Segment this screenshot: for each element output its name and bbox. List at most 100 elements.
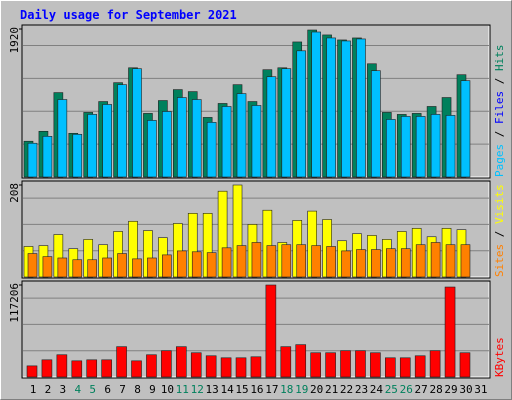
bar bbox=[132, 258, 142, 278]
x-tick-label: 6 bbox=[104, 383, 111, 396]
bar bbox=[250, 356, 262, 378]
bar bbox=[326, 37, 336, 178]
bar bbox=[235, 357, 247, 378]
bar bbox=[132, 68, 142, 178]
bar bbox=[311, 245, 321, 278]
x-tick-label: 20 bbox=[310, 383, 323, 396]
x-tick-label: 31 bbox=[474, 383, 487, 396]
bar bbox=[429, 350, 441, 378]
bar bbox=[266, 245, 277, 278]
x-tick-label: 8 bbox=[134, 383, 141, 396]
bar bbox=[340, 350, 351, 378]
x-tick-label: 19 bbox=[295, 383, 308, 396]
x-tick-label: 17 bbox=[265, 383, 278, 396]
x-tick-label: 24 bbox=[370, 383, 384, 396]
bar bbox=[56, 354, 68, 378]
bar bbox=[386, 119, 396, 178]
bar bbox=[26, 365, 38, 378]
legend-entry: Hits bbox=[493, 45, 506, 72]
bar bbox=[460, 244, 471, 278]
bar bbox=[220, 357, 232, 378]
legend-separator: / bbox=[493, 224, 506, 244]
bar bbox=[71, 360, 83, 378]
y-tick-label: 117206 bbox=[8, 283, 21, 323]
bar bbox=[296, 244, 307, 278]
bar bbox=[311, 31, 321, 178]
x-tick-label: 1 bbox=[30, 383, 37, 396]
x-tick-label: 29 bbox=[444, 383, 457, 396]
bar bbox=[444, 286, 456, 378]
bar bbox=[236, 93, 247, 178]
x-tick-label: 16 bbox=[250, 383, 263, 396]
bar bbox=[400, 248, 411, 278]
bar bbox=[415, 116, 426, 178]
x-tick-label: 26 bbox=[400, 383, 413, 396]
bar bbox=[116, 346, 127, 378]
bar bbox=[72, 133, 83, 178]
x-tick-label: 18 bbox=[280, 383, 293, 396]
bar bbox=[266, 76, 277, 178]
bar bbox=[41, 359, 53, 378]
bar bbox=[295, 344, 307, 378]
bar bbox=[162, 254, 172, 278]
x-tick-label: 12 bbox=[191, 383, 204, 396]
bar bbox=[27, 142, 38, 178]
bar bbox=[117, 253, 127, 278]
chart-title: Daily usage for September 2021 bbox=[20, 8, 237, 22]
bar bbox=[72, 259, 83, 278]
bar bbox=[251, 105, 262, 178]
bar bbox=[356, 38, 366, 178]
x-tick-label: 28 bbox=[429, 383, 442, 396]
bar bbox=[355, 350, 366, 378]
legend: Pages / Files / Hits bbox=[493, 45, 506, 178]
bar bbox=[236, 245, 247, 278]
bar bbox=[117, 84, 127, 178]
bar bbox=[221, 106, 232, 178]
legend-entry: Sites bbox=[493, 244, 506, 277]
x-tick-label: 15 bbox=[235, 383, 248, 396]
bar bbox=[87, 114, 98, 178]
bar bbox=[147, 257, 157, 278]
bar bbox=[205, 355, 217, 378]
bar bbox=[57, 257, 68, 278]
legend-separator: / bbox=[493, 71, 506, 91]
bar bbox=[191, 99, 202, 178]
y-tick-label: 1920 bbox=[8, 27, 21, 54]
x-tick-label: 30 bbox=[459, 383, 472, 396]
x-tick-label: 14 bbox=[220, 383, 234, 396]
bar bbox=[162, 111, 172, 178]
legend: KBytes bbox=[493, 337, 506, 377]
bar bbox=[325, 352, 336, 378]
bar bbox=[399, 357, 411, 378]
bar bbox=[42, 256, 53, 278]
bar bbox=[400, 116, 411, 178]
bar bbox=[371, 70, 381, 178]
x-tick-label: 4 bbox=[74, 383, 81, 396]
bar bbox=[42, 136, 53, 178]
y-tick-label: 208 bbox=[8, 183, 21, 203]
bar bbox=[385, 357, 396, 378]
bar bbox=[147, 120, 157, 178]
bar bbox=[57, 99, 68, 178]
bar bbox=[386, 248, 396, 278]
bar bbox=[102, 257, 112, 278]
bar bbox=[102, 104, 112, 178]
bar bbox=[280, 346, 292, 378]
x-tick-label: 13 bbox=[206, 383, 219, 396]
x-tick-label: 25 bbox=[385, 383, 398, 396]
bar bbox=[177, 97, 187, 178]
bar bbox=[430, 242, 441, 278]
bar bbox=[176, 346, 187, 378]
bar bbox=[341, 250, 351, 278]
bar bbox=[356, 249, 366, 278]
legend-entry: Files bbox=[493, 91, 506, 124]
bar bbox=[415, 244, 426, 278]
bar bbox=[251, 242, 262, 278]
bar bbox=[445, 244, 456, 278]
x-tick-label: 23 bbox=[355, 383, 368, 396]
bar bbox=[430, 114, 441, 178]
x-tick-label: 22 bbox=[340, 383, 353, 396]
bar bbox=[190, 352, 202, 378]
